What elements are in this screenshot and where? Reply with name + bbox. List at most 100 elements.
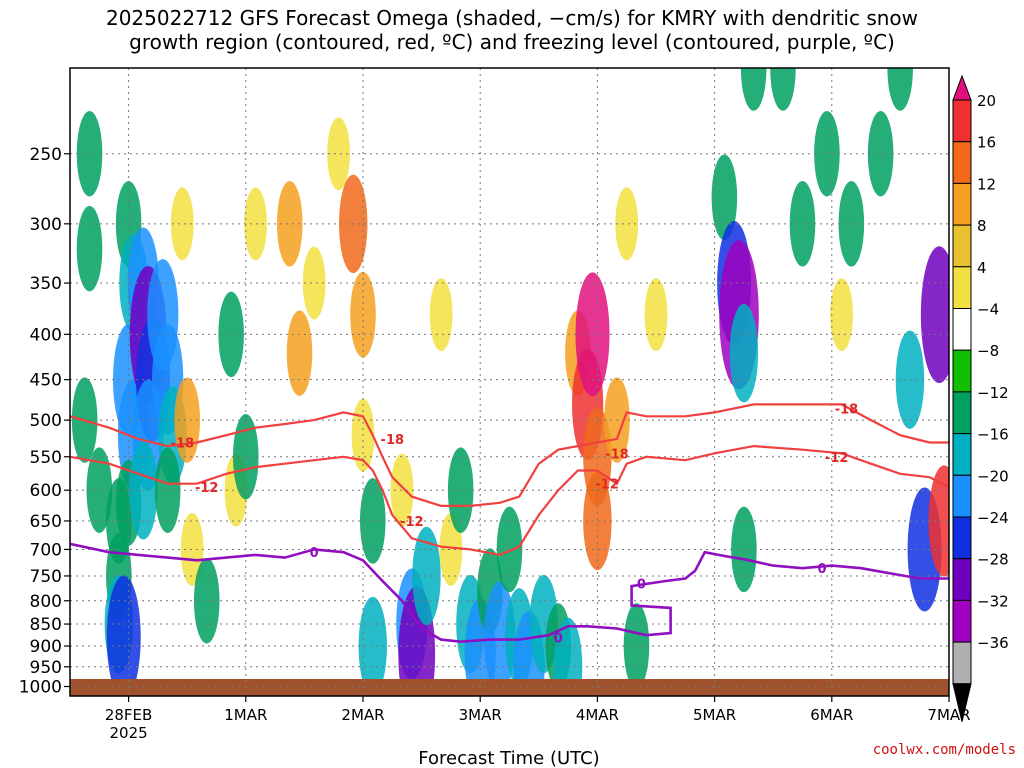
colorbar-label: 4 xyxy=(977,259,987,277)
omega-cell xyxy=(770,68,796,111)
omega-cell xyxy=(359,478,386,564)
colorbar-segment xyxy=(952,308,972,351)
y-tick-label: 950 xyxy=(30,658,62,678)
omega-cell xyxy=(740,68,767,111)
colorbar-segment xyxy=(952,558,972,601)
colorbar-label: 20 xyxy=(977,92,996,110)
omega-cell xyxy=(327,117,350,191)
x-tick-label: 5MAR xyxy=(693,706,736,724)
y-tick-label: 1000 xyxy=(19,678,62,698)
y-tick-label: 350 xyxy=(30,274,62,294)
colorbar-label: −28 xyxy=(977,551,1009,569)
colorbar-segment xyxy=(952,182,972,226)
omega-cell xyxy=(484,581,516,693)
omega-cell xyxy=(180,513,204,586)
colorbar-segment xyxy=(952,433,972,476)
y-tick-label: 750 xyxy=(30,567,62,587)
y-tick-label: 600 xyxy=(30,481,62,501)
omega-cell xyxy=(76,205,103,292)
omega-shading xyxy=(71,68,949,696)
colorbar-label: −4 xyxy=(977,301,999,319)
contour-label: 0 xyxy=(637,578,646,593)
x-tick-sublabel: 2025 xyxy=(110,724,148,742)
colorbar-segment xyxy=(952,266,972,309)
colorbar-label: −32 xyxy=(977,592,1009,610)
title-line-1: 2025022712 GFS Forecast Omega (shaded, −… xyxy=(105,6,919,30)
colorbar-label: 16 xyxy=(977,134,996,152)
y-tick-label: 250 xyxy=(30,145,62,165)
y-tick-label: 400 xyxy=(30,325,62,345)
colorbar-segment xyxy=(952,516,972,560)
omega-cell xyxy=(583,471,612,571)
y-tick-label: 500 xyxy=(30,411,62,431)
x-tick-label: 6MAR xyxy=(810,706,853,724)
y-tick-label: 700 xyxy=(30,540,62,560)
colorbar-label: 12 xyxy=(977,175,996,193)
contour-label: 0 xyxy=(554,631,563,646)
colorbar-label: −36 xyxy=(977,634,1009,652)
omega-cell xyxy=(358,596,387,696)
omega-cell xyxy=(729,303,759,403)
y-tick-label: 550 xyxy=(30,448,62,468)
x-tick-label: 1MAR xyxy=(224,706,267,724)
y-axis: 2503003504004505005506006507007508008509… xyxy=(19,145,70,698)
contour-label: 0 xyxy=(818,562,827,577)
colorbar-segment xyxy=(952,599,972,643)
freezing-level-contour xyxy=(70,542,949,644)
grid xyxy=(70,68,949,696)
colorbar-label: −8 xyxy=(977,342,999,360)
omega-cell xyxy=(644,278,668,352)
y-tick-label: 900 xyxy=(30,637,62,657)
colorbar-label: −12 xyxy=(977,384,1009,402)
contours xyxy=(70,403,949,644)
colorbar-label: −24 xyxy=(977,509,1009,527)
omega-cell xyxy=(895,330,925,429)
contour-label: -12 xyxy=(400,515,424,530)
chart-title: 2025022712 GFS Forecast Omega (shaded, −… xyxy=(0,6,1024,54)
x-tick-label: 4MAR xyxy=(576,706,619,724)
colorbar-segment xyxy=(952,224,972,268)
contour-label: -18 xyxy=(171,437,195,452)
omega-cell xyxy=(286,310,313,396)
omega-cell xyxy=(193,557,220,644)
colorbar-label: −20 xyxy=(977,467,1009,485)
contour-label: -12 xyxy=(825,451,849,466)
contour-label: -12 xyxy=(595,478,619,493)
omega-cell xyxy=(928,465,949,577)
omega-cell xyxy=(615,187,639,261)
contour-labels: -18 -12 -18 -12 -18 -12 -18 -12 0 0 0 0 xyxy=(171,402,859,646)
omega-cell xyxy=(429,278,453,352)
title-line-2: growth region (contoured, red, ºC) and f… xyxy=(129,30,895,54)
omega-cell xyxy=(170,187,194,261)
colorbar-segment xyxy=(952,641,972,685)
omega-cell xyxy=(86,447,113,533)
credit-text: coolwx.com/models xyxy=(872,742,1016,758)
dgz-contour-minus18 xyxy=(70,403,949,507)
contour-label: -18 xyxy=(605,447,629,462)
contour-label: -18 xyxy=(835,402,859,417)
omega-cell xyxy=(218,291,244,378)
omega-cell xyxy=(920,246,949,384)
colorbar-label: 8 xyxy=(977,217,987,235)
colorbar-segment xyxy=(952,141,972,184)
colorbar-label: −16 xyxy=(977,426,1009,444)
omega-cell xyxy=(106,575,141,696)
colorbar-segment xyxy=(952,474,972,518)
y-tick-label: 850 xyxy=(30,615,62,635)
y-tick-label: 650 xyxy=(30,512,62,532)
colorbar-cap-top xyxy=(952,74,972,101)
y-tick-label: 800 xyxy=(30,592,62,612)
colorbar-segment xyxy=(952,391,972,435)
plot-frame xyxy=(69,67,950,697)
x-tick-label: 2MAR xyxy=(341,706,384,724)
x-tick-label: 28FEB xyxy=(105,706,152,724)
omega-cell xyxy=(174,377,200,463)
colorbar: 20 16 12 8 4 −4 −8 −12 −16 −20 −24 −28 −32 −36 xyxy=(952,74,1009,722)
omega-cell xyxy=(244,187,267,261)
colorbar-segment xyxy=(952,99,972,143)
omega-cell xyxy=(390,453,414,527)
omega-cell xyxy=(302,246,326,320)
ground-strip xyxy=(70,679,949,696)
